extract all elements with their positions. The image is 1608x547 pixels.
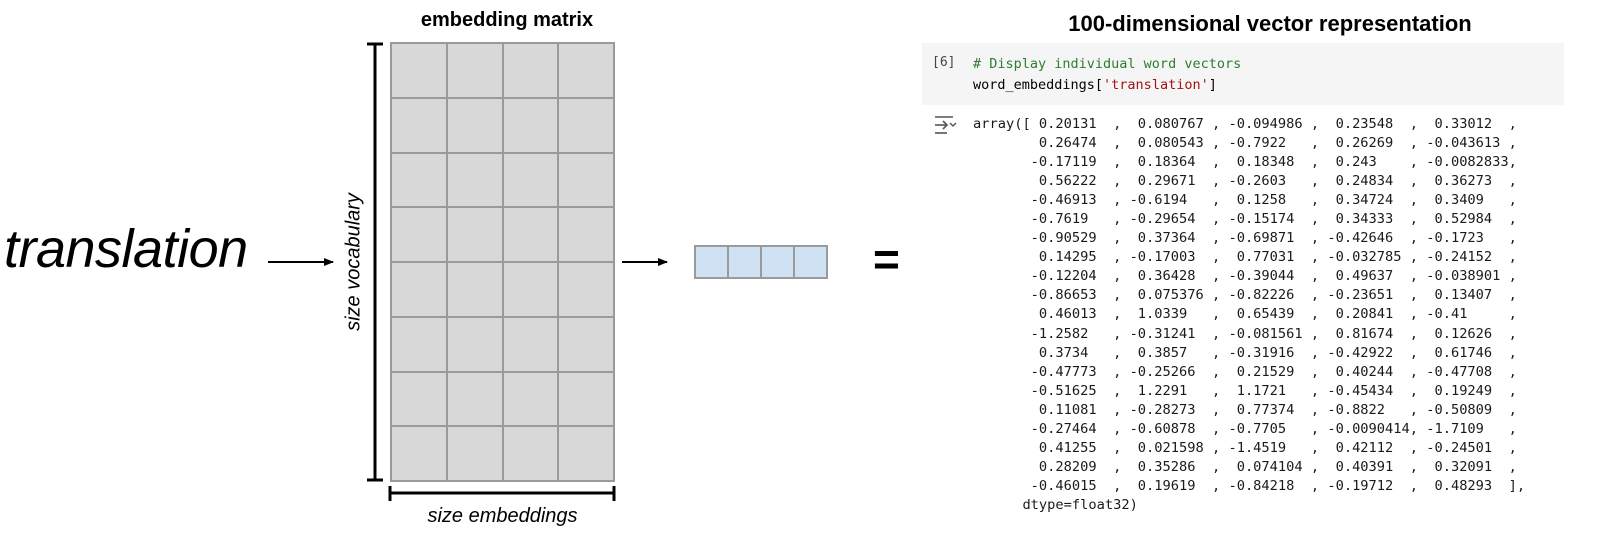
matrix-cell: [503, 153, 558, 207]
cell-output: array([ 0.20131 , 0.080767 , -0.094986 ,…: [973, 115, 1525, 515]
output-line: -0.90529 , 0.37364 , -0.69871 , -0.42646…: [973, 230, 1517, 247]
output-line: dtype=float32): [973, 496, 1138, 513]
output-line: 0.41255 , 0.021598 , -1.4519 , 0.42112 ,…: [973, 439, 1517, 456]
output-line: 0.28209 , 0.35286 , 0.074104 , 0.40391 ,…: [973, 458, 1517, 475]
matrix-cell: [503, 208, 558, 261]
matrix-cell: [392, 427, 446, 480]
code-suffix: ]: [1208, 77, 1217, 93]
matrix-cell: [392, 263, 446, 316]
output-line: -0.27464 , -0.60878 , -0.7705 , -0.00904…: [973, 420, 1517, 437]
matrix-cell: [559, 372, 613, 426]
vocab-size-label: size vocabulary: [342, 193, 365, 331]
matrix-cell: [559, 317, 613, 371]
output-line: -0.12204 , 0.36428 , -0.39044 , 0.49637 …: [973, 268, 1517, 285]
vector-cell: [762, 247, 793, 277]
matrix-cell: [447, 98, 502, 152]
matrix-cell: [447, 372, 502, 426]
code-statement: word_embeddings['translation']: [973, 75, 1217, 95]
code-comment: # Display individual word vectors: [973, 56, 1242, 72]
matrix-cell: [447, 44, 502, 97]
matrix-cell: [392, 208, 446, 261]
output-line: array([ 0.20131 , 0.080767 , -0.094986 ,…: [973, 116, 1517, 132]
matrix-title: embedding matrix: [420, 9, 594, 31]
output-line: -0.86653 , 0.075376 , -0.82226 , -0.2365…: [973, 287, 1517, 304]
code-cell[interactable]: [922, 43, 1564, 105]
matrix-cell: [392, 98, 446, 152]
matrix-cell: [447, 317, 502, 371]
matrix-cell: [559, 208, 613, 261]
vector-cell: [696, 247, 727, 277]
output-line: 0.11081 , -0.28273 , 0.77374 , -0.8822 ,…: [973, 401, 1517, 418]
equals-sign: =: [873, 233, 900, 285]
matrix-cell: [447, 427, 502, 480]
vector-title: 100-dimensional vector representation: [1068, 11, 1472, 36]
matrix-cell: [392, 153, 446, 207]
output-line: -0.51625 , 1.2291 , 1.1721 , -0.45434 , …: [973, 382, 1517, 399]
matrix-cell: [392, 44, 446, 97]
output-line: -0.46015 , 0.19619 , -0.84218 , -0.19712…: [973, 477, 1526, 494]
matrix-cell: [559, 427, 613, 480]
matrix-cell: [559, 98, 613, 152]
matrix-cell: [559, 263, 613, 316]
embedding-size-label: size embeddings: [427, 505, 578, 527]
code-prefix: word_embeddings[: [973, 77, 1104, 93]
embed-bracket: [388, 486, 616, 501]
code-string: 'translation': [1103, 77, 1209, 93]
matrix-cell: [559, 44, 613, 97]
output-line: -0.7619 , -0.29654 , -0.15174 , 0.34333 …: [973, 211, 1517, 228]
output-line: -0.17119 , 0.18364 , 0.18348 , 0.243 , -…: [973, 154, 1517, 171]
matrix-cell: [503, 44, 558, 97]
output-line: 0.26474 , 0.080543 , -0.7922 , 0.26269 ,…: [973, 135, 1517, 152]
vector-cell: [795, 247, 826, 277]
vocab-bracket: [367, 42, 383, 482]
matrix-cell: [392, 372, 446, 426]
embedding-matrix: [390, 42, 615, 482]
matrix-cell: [447, 208, 502, 261]
word-vector: [694, 245, 828, 279]
output-line: 0.46013 , 1.0339 , 0.65439 , 0.20841 , -…: [973, 306, 1517, 323]
vector-cell: [729, 247, 760, 277]
output-line: 0.14295 , -0.17003 , 0.77031 , -0.032785…: [973, 249, 1517, 266]
output-line: 0.56222 , 0.29671 , -0.2603 , 0.24834 , …: [973, 173, 1517, 190]
matrix-cell: [559, 153, 613, 207]
matrix-cell: [503, 427, 558, 480]
output-line: -0.47773 , -0.25266 , 0.21529 , 0.40244 …: [973, 363, 1517, 380]
matrix-cell: [447, 153, 502, 207]
matrix-cell: [503, 372, 558, 426]
output-line: 0.3734 , 0.3857 , -0.31916 , -0.42922 , …: [973, 344, 1517, 361]
matrix-cell: [503, 98, 558, 152]
output-expand-icon[interactable]: [932, 114, 958, 136]
matrix-cell: [392, 317, 446, 371]
output-line: -1.2582 , -0.31241 , -0.081561 , 0.81674…: [973, 325, 1517, 342]
matrix-cell: [447, 263, 502, 316]
matrix-cell: [503, 317, 558, 371]
output-line: -0.46913 , -0.6194 , 0.1258 , 0.34724 , …: [973, 192, 1517, 209]
input-word: translation: [4, 219, 248, 279]
matrix-cell: [503, 263, 558, 316]
execution-count: [6]: [932, 55, 956, 70]
